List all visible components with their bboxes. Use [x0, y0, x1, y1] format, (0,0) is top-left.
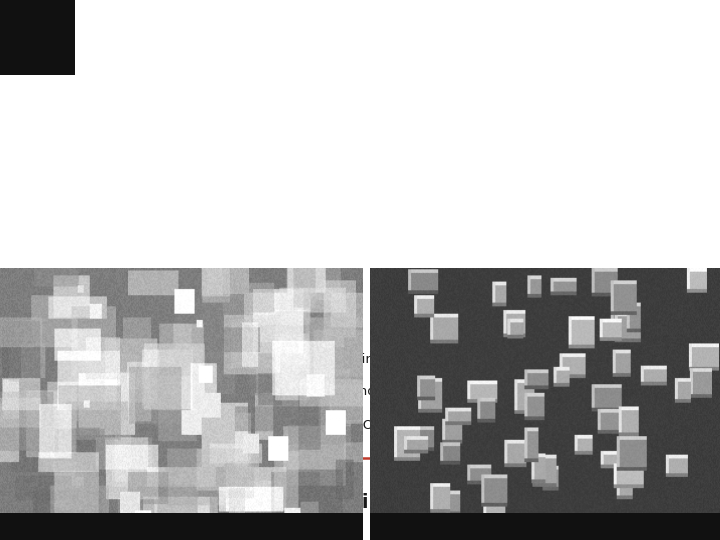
- Text: syrris: syrris: [24, 473, 51, 482]
- Bar: [0, 513, 363, 540]
- Text: Batch: Batch: [10, 280, 59, 295]
- Text: Flow: Flow: [375, 280, 415, 295]
- Text: Quality and reproducibility clearly much higher in flow than batch: Quality and reproducibility clearly much…: [42, 353, 482, 366]
- Bar: [0, 0, 75, 75]
- Text: Reaction of CaCl₂ and Na₂CO₃ to synthesize CaCO₃ in batch and flow: Reaction of CaCl₂ and Na₂CO₃ to synthesi…: [42, 418, 498, 431]
- Bar: [370, 513, 720, 540]
- Text: Exactly the same concentration, temperature and reaction/residence time: Exactly the same concentration, temperat…: [42, 386, 539, 399]
- Text: Example – better control in flow: Example – better control in flow: [85, 492, 436, 511]
